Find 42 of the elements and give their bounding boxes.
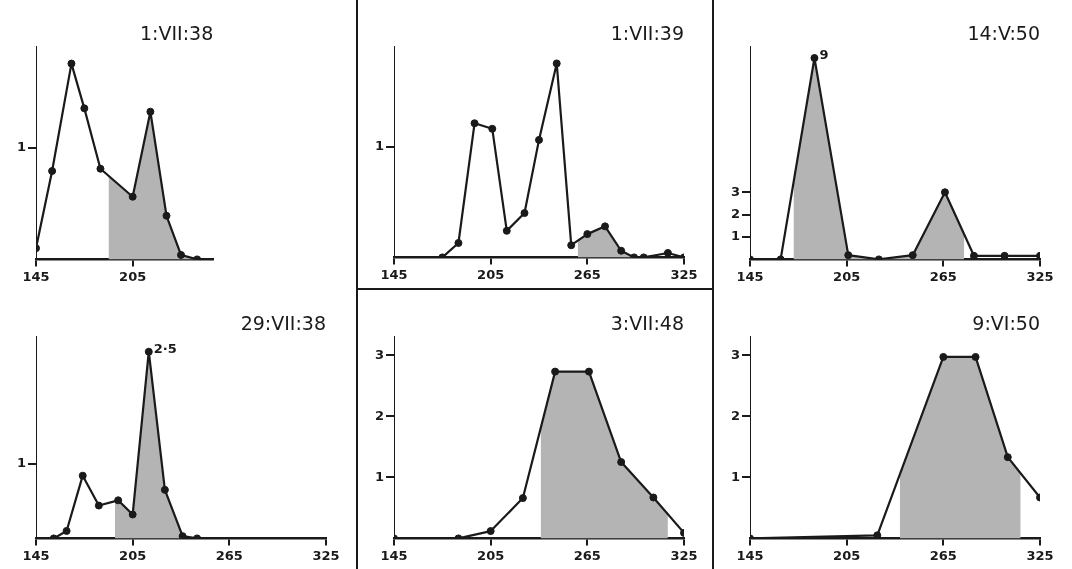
x-tick-label: 205: [119, 268, 147, 284]
x-tick-label: 205: [477, 547, 505, 563]
x-tick-label: 145: [380, 266, 408, 282]
y-tick-label: 2: [730, 407, 740, 423]
x-tick-label: 205: [477, 266, 505, 282]
chart-title: 29:VII:38: [240, 312, 326, 335]
y-tick-label: 1: [730, 228, 740, 244]
x-tick-label: 265: [573, 547, 601, 563]
chart-title: 14:V:50: [967, 22, 1040, 45]
y-tick-label: 3: [730, 346, 740, 362]
x-tick-label: 265: [929, 547, 957, 563]
data-label: 9: [819, 47, 829, 63]
y-tick-label: 1: [16, 455, 26, 471]
x-tick-label: 145: [22, 547, 50, 563]
x-tick-label: 145: [736, 268, 764, 284]
y-tick-label: 3: [730, 183, 740, 199]
x-tick-label: 205: [119, 547, 147, 563]
x-tick-label: 205: [833, 547, 861, 563]
chart-title: 9:VI:50: [972, 312, 1040, 335]
x-tick-label: 145: [22, 268, 50, 284]
x-tick-label: 265: [573, 266, 601, 282]
y-tick-label: 1: [374, 137, 384, 153]
x-tick-label: 325: [312, 547, 340, 563]
y-tick-label: 3: [374, 346, 384, 362]
x-tick-label: 325: [1026, 547, 1054, 563]
x-tick-label: 325: [670, 266, 698, 282]
y-tick-label: 1: [730, 468, 740, 484]
y-tick-label: 2: [730, 206, 740, 222]
data-label: 2·5: [153, 341, 177, 357]
x-tick-label: 325: [1026, 268, 1054, 284]
chart-title: 1:VII:38: [139, 22, 214, 45]
y-tick-label: 1: [16, 138, 26, 154]
x-tick-label: 265: [215, 547, 243, 563]
x-tick-label: 145: [736, 547, 764, 563]
y-tick-label: 2: [374, 407, 384, 423]
x-tick-label: 205: [833, 268, 861, 284]
x-tick-label: 145: [380, 547, 408, 563]
chart-title: 3:VII:48: [610, 312, 684, 335]
y-tick-label: 1: [374, 468, 384, 484]
x-tick-label: 325: [670, 547, 698, 563]
chart-title: 1:VII:39: [610, 22, 684, 45]
x-tick-label: 265: [929, 268, 957, 284]
